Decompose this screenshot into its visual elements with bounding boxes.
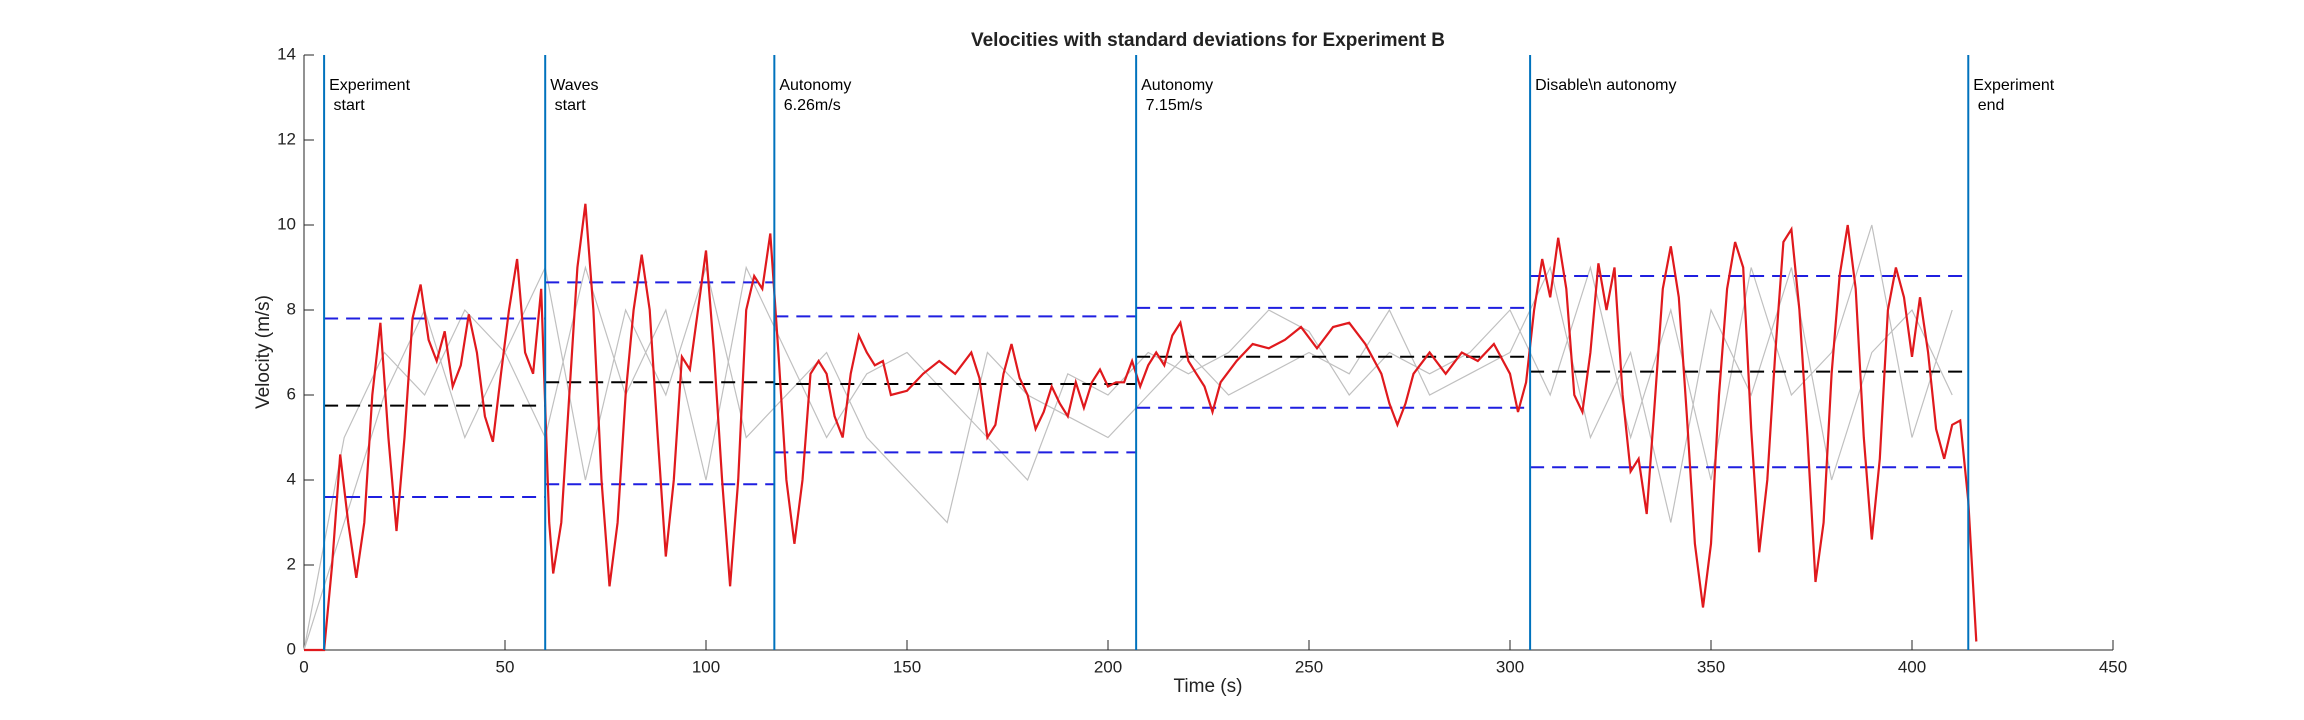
x-tick-label: 250	[1295, 657, 1323, 676]
y-tick-label: 2	[287, 554, 296, 573]
chart-title: Velocities with standard deviations for …	[971, 30, 1445, 51]
run-line	[303, 265, 1953, 651]
x-tick-label: 350	[1697, 657, 1725, 676]
event-label: Disable\n autonomy	[1535, 77, 1677, 94]
x-tick-label: 200	[1094, 657, 1122, 676]
event-label: Experiment start	[329, 77, 411, 114]
x-tick-label: 50	[496, 657, 515, 676]
event-label: Autonomy 7.15m/s	[1141, 77, 1214, 114]
event-label: Waves start	[550, 77, 599, 114]
y-tick-label: 14	[277, 44, 296, 63]
x-tick-label: 300	[1496, 657, 1524, 676]
y-tick-label: 10	[277, 214, 296, 233]
x-tick-label: 400	[1898, 657, 1926, 676]
y-tick-label: 8	[287, 299, 296, 318]
x-tick-label: 450	[2099, 657, 2127, 676]
x-tick-label: 150	[893, 657, 921, 676]
y-tick-label: 0	[287, 639, 296, 658]
main-line	[304, 203, 1978, 652]
x-axis-label: Time (s)	[1174, 676, 1243, 697]
y-tick-label: 12	[277, 129, 296, 148]
event-label: Experiment end	[1973, 77, 2055, 114]
y-axis-label: Velocity (m/s)	[253, 295, 274, 409]
x-tick-label: 100	[692, 657, 720, 676]
x-tick-label: 0	[299, 657, 308, 676]
event-label: Autonomy 6.26m/s	[779, 77, 852, 114]
y-tick-label: 4	[287, 469, 296, 488]
y-tick-label: 6	[287, 384, 296, 403]
